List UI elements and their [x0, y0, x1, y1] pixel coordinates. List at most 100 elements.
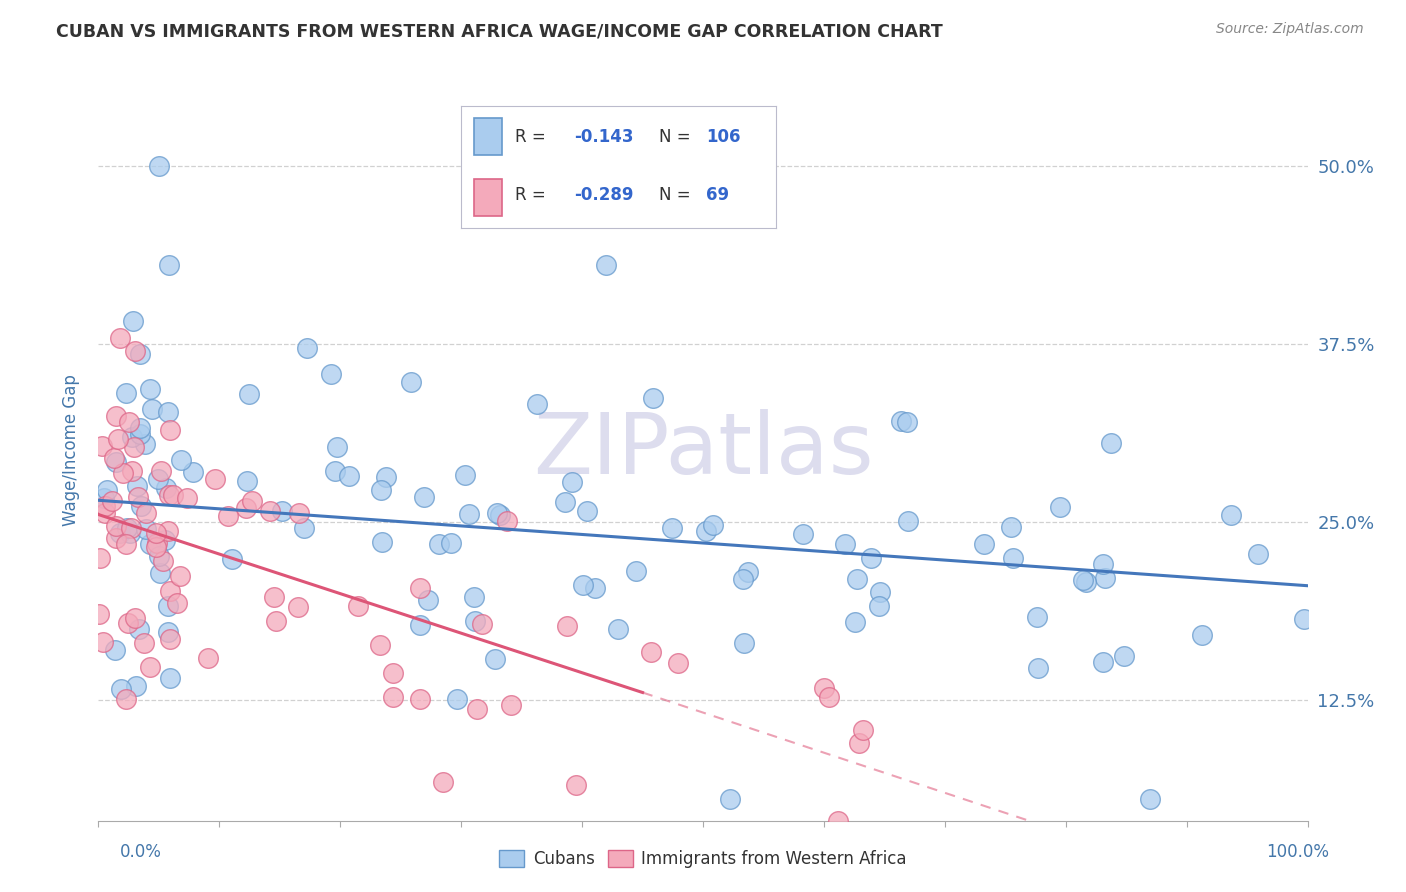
Point	[496, 514, 519, 528]
Point	[157, 404, 180, 418]
Point	[115, 521, 138, 535]
Point	[115, 386, 138, 401]
Point	[87, 607, 110, 622]
Point	[295, 341, 318, 355]
Point	[101, 493, 124, 508]
Point	[139, 660, 162, 674]
Point	[235, 501, 257, 516]
Point	[1220, 508, 1243, 523]
Y-axis label: Wage/Income Gap: Wage/Income Gap	[62, 375, 80, 526]
Point	[896, 416, 918, 430]
Point	[792, 526, 814, 541]
Point	[146, 535, 169, 549]
Point	[834, 537, 856, 551]
Point	[382, 690, 405, 705]
Text: 0.0%: 0.0%	[120, 843, 162, 861]
Point	[817, 690, 839, 704]
Point	[401, 375, 423, 389]
Point	[446, 692, 468, 706]
Point	[731, 572, 754, 586]
Point	[112, 466, 135, 480]
Point	[236, 474, 259, 488]
Point	[370, 535, 392, 549]
Point	[1074, 574, 1097, 589]
Point	[844, 615, 866, 630]
Point	[374, 469, 396, 483]
Point	[129, 427, 152, 442]
Point	[139, 382, 162, 396]
Point	[129, 347, 152, 361]
Point	[624, 564, 647, 578]
Point	[221, 552, 243, 566]
Point	[124, 343, 146, 358]
Point	[204, 472, 226, 486]
Point	[464, 614, 486, 628]
Point	[292, 521, 315, 535]
Point	[571, 578, 593, 592]
Point	[135, 506, 157, 520]
Point	[485, 506, 508, 520]
Point	[121, 464, 143, 478]
Point	[845, 572, 868, 586]
Point	[132, 636, 155, 650]
Point	[575, 504, 598, 518]
Point	[463, 590, 485, 604]
Point	[1091, 655, 1114, 669]
Point	[197, 651, 219, 665]
Point	[813, 681, 835, 695]
Point	[1091, 558, 1114, 572]
Point	[157, 487, 180, 501]
Point	[157, 258, 180, 272]
Point	[695, 524, 717, 538]
Point	[1071, 573, 1094, 587]
Point	[114, 692, 136, 706]
Point	[145, 526, 167, 541]
Point	[973, 537, 995, 551]
Point	[288, 506, 311, 520]
Point	[145, 540, 167, 554]
Point	[606, 622, 628, 636]
Point	[169, 452, 191, 467]
Point	[1094, 571, 1116, 585]
Point	[1139, 792, 1161, 806]
Point	[323, 464, 346, 478]
Point	[110, 331, 132, 345]
Point	[408, 617, 430, 632]
Point	[321, 367, 343, 381]
Point	[118, 526, 141, 541]
Point	[149, 566, 172, 580]
Point	[124, 611, 146, 625]
Point	[150, 464, 173, 478]
Point	[501, 698, 523, 712]
Point	[859, 550, 882, 565]
Point	[89, 551, 111, 566]
Point	[110, 682, 132, 697]
Point	[117, 616, 139, 631]
Point	[1099, 435, 1122, 450]
Text: Source: ZipAtlas.com: Source: ZipAtlas.com	[1216, 22, 1364, 37]
Point	[827, 814, 849, 828]
Point	[104, 519, 127, 533]
Point	[427, 537, 450, 551]
Point	[370, 483, 392, 498]
Point	[287, 599, 309, 614]
Point	[176, 491, 198, 505]
Point	[259, 504, 281, 518]
Point	[107, 432, 129, 446]
Point	[666, 656, 689, 670]
Point	[156, 599, 179, 613]
Point	[120, 521, 142, 535]
Point	[1000, 520, 1022, 534]
Point	[561, 475, 583, 490]
Point	[432, 775, 454, 789]
Point	[555, 619, 578, 633]
Point	[125, 479, 148, 493]
Point	[181, 465, 204, 479]
Point	[1247, 547, 1270, 561]
Point	[103, 450, 125, 465]
Point	[458, 508, 481, 522]
Point	[139, 536, 162, 550]
Point	[159, 423, 181, 437]
Point	[440, 536, 463, 550]
Point	[266, 614, 288, 628]
